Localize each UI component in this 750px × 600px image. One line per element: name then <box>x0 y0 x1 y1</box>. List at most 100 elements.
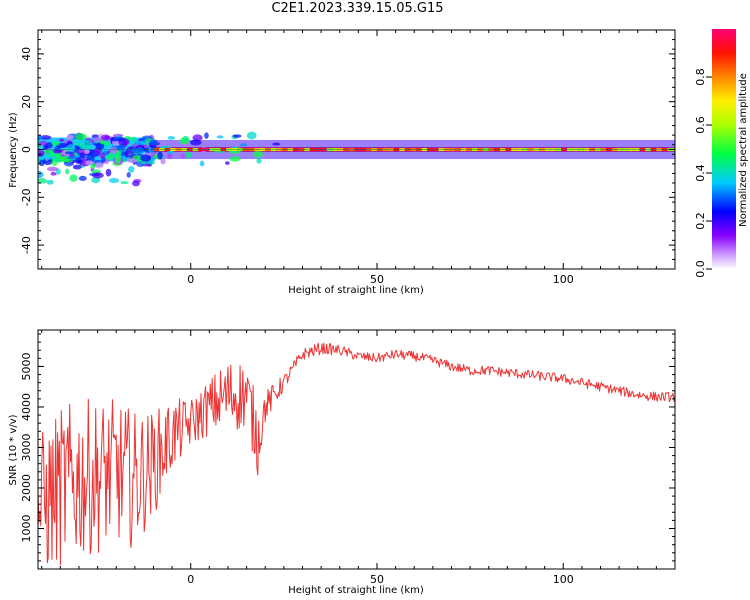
spectrogram-x-tick-label: 100 <box>553 273 574 286</box>
spectrogram-blob <box>38 135 43 140</box>
snr-x-tick-label: 100 <box>553 573 574 586</box>
spectrogram-blob <box>109 146 118 154</box>
spectrogram-blob <box>79 152 85 159</box>
spectrogram-x-axis-label: Height of straight line (km) <box>288 285 424 296</box>
snr-ticks: 0 50 100 1000 2000 3000 4000 5000 <box>20 330 676 586</box>
spectrogram-blob <box>95 142 105 150</box>
colorbar-tick-label: 0.2 <box>694 212 707 230</box>
spectrogram-ticks: 0 50 100 -40 -20 0 20 40 <box>20 29 676 286</box>
spectrogram-blob <box>240 143 248 147</box>
spectrogram-blob <box>79 139 87 143</box>
spectrogram-blob <box>149 139 158 146</box>
spectrogram-blob <box>51 141 61 146</box>
spectrogram-blob <box>229 156 241 162</box>
spectrogram-blob <box>76 159 84 164</box>
spectrogram-blob <box>52 149 63 154</box>
spectrogram-x-tick-label: 0 <box>187 273 194 286</box>
spectrogram-blob <box>39 135 52 140</box>
spectrogram-blob <box>216 135 224 139</box>
spectrogram-blob <box>116 137 125 142</box>
spectrogram-blob <box>85 160 94 166</box>
spectrogram-blob <box>78 175 87 181</box>
snr-y-tick-label: 4000 <box>20 393 33 421</box>
spectrogram-blob <box>65 168 70 175</box>
spectrogram-blob <box>92 172 104 179</box>
spectrogram-blob <box>75 133 87 141</box>
spectrogram-blob <box>59 155 71 163</box>
chart-title: C2E1.2023.339.15.05.G15 <box>271 1 444 16</box>
snr-series-line <box>38 342 675 566</box>
colorbar-tick-label: 0.8 <box>694 68 707 86</box>
spectrogram-y-axis-label: Frequency (Hz) <box>8 112 19 188</box>
colorbar-gradient <box>712 29 736 269</box>
spectrogram-y-tick-label: 20 <box>20 95 33 109</box>
spectrogram-heatmap <box>38 131 675 187</box>
spectrogram-blob <box>86 154 95 162</box>
spectrogram-blob <box>126 158 138 163</box>
spectrogram-blob <box>66 135 75 140</box>
spectrogram-blob <box>102 140 109 147</box>
spectrogram-blob <box>135 147 144 154</box>
spectrogram-blob <box>38 170 44 179</box>
snr-y-tick-label: 2000 <box>20 474 33 502</box>
snr-y-tick-label: 3000 <box>20 433 33 461</box>
spectrogram-blob <box>94 162 104 169</box>
spectrogram-blob <box>66 144 76 152</box>
colorbar-label: Normalized spectral amplitude <box>738 73 749 227</box>
spectrogram-blob <box>75 142 84 147</box>
spectrogram-blob <box>132 180 140 187</box>
snr-y-axis-label: SNR (10 * v/v) <box>8 414 19 485</box>
spectrogram-panel: 0 50 100 -40 -20 0 20 40 Height of straight lin… <box>8 29 676 296</box>
spectrogram-y-tick-label: 0 <box>20 146 33 153</box>
spectrogram-blob <box>84 148 90 155</box>
spectrogram-blob <box>69 174 78 182</box>
snr-y-tick-label: 5000 <box>20 352 33 380</box>
spectrogram-y-tick-label: 40 <box>20 47 33 61</box>
snr-y-tick-label: 1000 <box>20 514 33 542</box>
spectrogram-blob <box>131 147 138 153</box>
spectrogram-blob <box>246 131 257 140</box>
colorbar-ticks: 0.0 0.2 0.4 0.6 0.8 <box>694 68 712 278</box>
spectrogram-blob <box>134 140 146 145</box>
spectrogram-blob <box>225 161 230 165</box>
spectrogram-blob <box>140 154 152 162</box>
spectrogram-blob <box>182 135 190 142</box>
spectrogram-blob <box>184 151 192 159</box>
spectrogram-blob <box>252 150 263 158</box>
spectrogram-blob <box>126 171 131 178</box>
spectrogram-blob <box>199 160 205 167</box>
spectrogram-blob <box>160 158 166 165</box>
spectrogram-blob <box>157 151 163 160</box>
colorbar-tick-label: 0.6 <box>694 116 707 134</box>
spectrogram-blob <box>167 135 175 140</box>
spectrogram-blob <box>99 152 106 159</box>
spectrogram-blob <box>100 134 111 141</box>
spectrogram-blob <box>67 156 79 160</box>
spectrogram-blob <box>105 168 112 177</box>
spectrogram-x-tick-label: 50 <box>370 273 384 286</box>
snr-plot-area <box>38 342 675 566</box>
colorbar: 0.0 0.2 0.4 0.6 0.8 Normalized spectral ampl… <box>694 29 749 278</box>
spectrogram-blob <box>149 144 157 149</box>
snr-frame <box>37 329 676 570</box>
snr-x-axis-label: Height of straight line (km) <box>288 585 424 596</box>
snr-x-tick-label: 0 <box>187 573 194 586</box>
spectrogram-blob <box>59 138 65 142</box>
spectrogram-blob <box>120 181 129 185</box>
snr-x-tick-label: 50 <box>370 573 384 586</box>
spectrogram-blob <box>38 178 47 184</box>
spectrogram-y-tick-label: -40 <box>20 236 33 254</box>
colorbar-tick-label: 0.4 <box>694 164 707 182</box>
spectrogram-blob <box>46 166 58 172</box>
spectrogram-blob <box>93 137 103 143</box>
spectrogram-blob <box>72 164 82 170</box>
spectrogram-blob <box>49 150 55 158</box>
spectrogram-blob <box>114 155 121 164</box>
spectrogram-y-tick-label: -20 <box>20 188 33 206</box>
snr-panel: 0 50 100 1000 2000 3000 4000 5000 Height of str… <box>8 329 676 596</box>
spectrogram-blob <box>108 178 120 184</box>
spectrogram-blob <box>50 171 57 176</box>
spectrogram-blob <box>46 179 54 185</box>
spectrogram-blob <box>256 157 262 164</box>
